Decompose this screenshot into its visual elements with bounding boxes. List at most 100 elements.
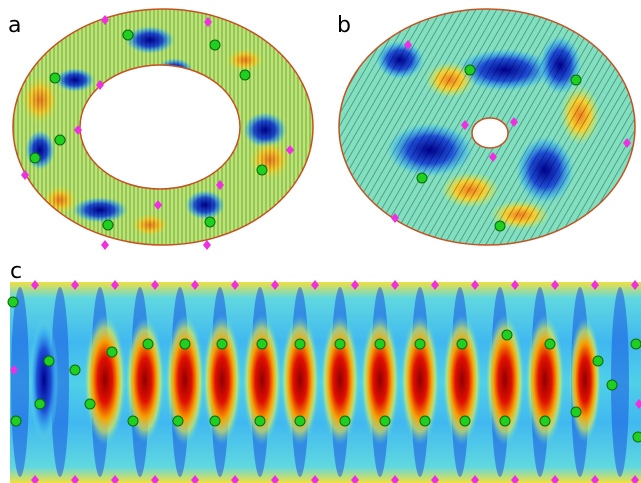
blob [280,315,320,445]
magenta-marker [191,475,199,483]
blob [202,315,242,445]
green-marker [84,398,96,410]
magenta-marker [311,280,319,290]
panel-label: b [337,13,351,38]
magenta-marker [511,280,519,290]
magenta-marker [271,475,279,483]
green-marker [494,220,506,232]
green-marker [632,431,641,443]
blob [320,315,360,445]
magenta-marker [489,152,497,162]
magenta-marker [391,213,399,223]
stripe [611,287,629,477]
green-marker [54,134,66,146]
magenta-marker [101,240,109,250]
blob [125,317,165,443]
magenta-marker [391,280,399,290]
green-marker [209,39,221,51]
magenta-marker [154,200,162,210]
magenta-marker [591,280,599,290]
green-marker [570,406,582,418]
green-marker [209,415,221,427]
magenta-marker [431,280,439,290]
magenta-marker [151,280,159,290]
green-marker [256,164,268,176]
magenta-marker [351,280,359,290]
green-marker [102,219,114,231]
blob [569,317,601,443]
panel-c-image [10,282,641,483]
green-marker [339,415,351,427]
magenta-marker [111,280,119,290]
magenta-marker [635,399,641,409]
green-marker [239,69,251,81]
green-marker [204,216,216,228]
magenta-marker [31,280,39,290]
green-marker [179,338,191,350]
green-marker [69,364,81,376]
green-marker [254,415,266,427]
green-marker [570,74,582,86]
panel-label: a [8,13,21,38]
green-marker [172,415,184,427]
green-marker [216,338,228,350]
magenta-marker [551,475,559,483]
magenta-marker [231,475,239,483]
magenta-marker [431,475,439,483]
stripe [51,287,69,477]
magenta-marker [21,170,29,180]
green-marker [419,415,431,427]
magenta-marker [31,475,39,483]
magenta-marker [10,365,18,375]
markers [7,15,641,483]
magenta-marker [204,17,212,27]
panel-a-border [12,8,314,246]
magenta-marker [71,475,79,483]
green-marker [127,415,139,427]
magenta-marker [286,145,294,155]
green-marker [10,415,22,427]
green-marker [256,338,268,350]
green-marker [539,415,551,427]
green-marker [414,338,426,350]
magenta-marker [231,280,239,290]
panel-label: c [10,259,22,284]
magenta-marker [471,475,479,483]
magenta-marker [510,117,518,127]
magenta-marker [591,475,599,483]
green-marker [43,355,55,367]
texture [339,9,635,245]
green-marker [7,296,19,308]
green-marker [416,172,428,184]
green-marker [142,338,154,350]
blob [165,315,205,445]
green-marker [606,379,618,391]
green-marker [464,64,476,76]
blob [29,317,59,443]
texture [13,9,313,245]
blob [84,315,126,445]
blob [442,315,482,445]
magenta-marker [623,138,631,148]
green-marker [379,415,391,427]
magenta-marker [151,475,159,483]
magenta-marker [391,475,399,483]
green-marker [592,355,604,367]
green-marker [122,29,134,41]
magenta-marker [191,280,199,290]
magenta-marker [96,80,104,90]
magenta-marker [471,280,479,290]
magenta-marker [101,15,109,25]
magenta-marker [311,475,319,483]
green-marker [29,152,41,164]
magenta-marker [111,475,119,483]
magenta-marker [216,180,224,190]
green-marker [544,338,556,350]
blob [485,315,525,445]
green-marker [456,338,468,350]
green-marker [334,338,346,350]
magenta-marker [71,280,79,290]
panel-a-image [13,9,313,245]
panel-b-border [338,8,636,246]
